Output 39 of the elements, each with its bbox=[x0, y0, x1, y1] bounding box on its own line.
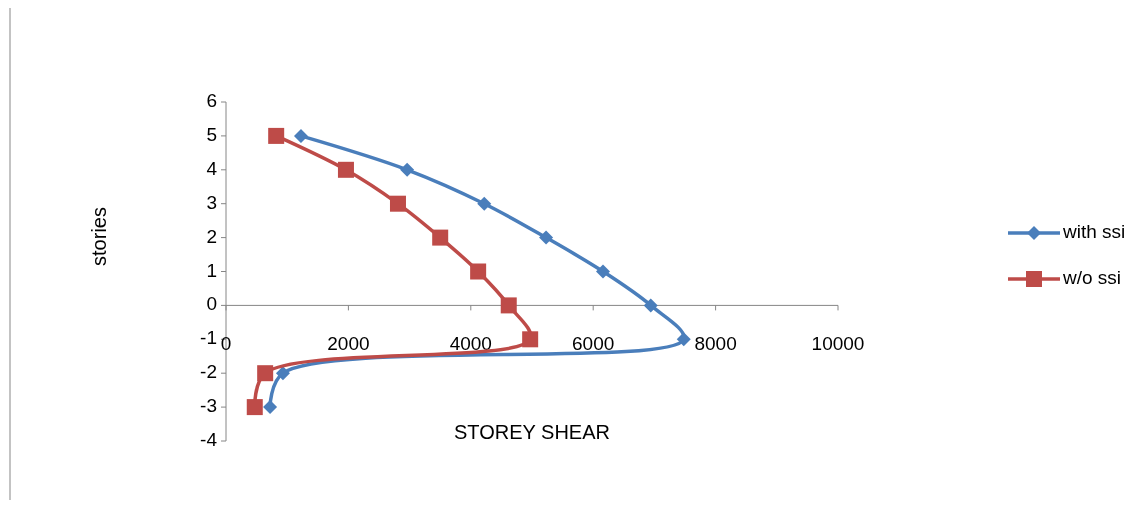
point bbox=[337, 161, 354, 178]
point bbox=[400, 162, 415, 177]
x-tick-label: 4000 bbox=[449, 333, 492, 355]
point bbox=[539, 230, 554, 245]
point bbox=[477, 196, 492, 211]
x-tick-label: 8000 bbox=[694, 333, 737, 355]
y-tick-label: -1 bbox=[200, 327, 217, 349]
x-tick-label: 0 bbox=[220, 333, 232, 355]
point bbox=[389, 195, 406, 212]
x-tick-label: 6000 bbox=[572, 333, 615, 355]
y-tick-label: 0 bbox=[206, 293, 217, 315]
y-tick-label: 2 bbox=[206, 225, 217, 247]
point bbox=[268, 127, 285, 144]
y-tick-label: -2 bbox=[200, 361, 217, 383]
point bbox=[293, 128, 308, 143]
point bbox=[275, 366, 290, 381]
y-tick-label: 1 bbox=[206, 259, 217, 281]
point bbox=[522, 331, 539, 348]
point bbox=[470, 263, 487, 280]
point bbox=[246, 399, 263, 416]
point bbox=[643, 298, 658, 313]
legend-label: w/o ssi bbox=[1062, 267, 1122, 289]
point bbox=[257, 365, 274, 382]
point bbox=[432, 229, 449, 246]
legend-label: with ssi bbox=[1062, 221, 1126, 243]
y-tick-label: 6 bbox=[206, 90, 217, 112]
x-tick-label: 10000 bbox=[811, 333, 865, 355]
y-tick-label: 4 bbox=[206, 157, 218, 179]
point bbox=[595, 264, 610, 279]
y-axis-title: stories bbox=[88, 207, 110, 266]
y-tick-label: 5 bbox=[206, 123, 217, 145]
x-tick-label: 2000 bbox=[327, 333, 370, 355]
point bbox=[676, 332, 691, 347]
point bbox=[500, 297, 517, 314]
x-axis-title: STOREY SHEAR bbox=[454, 421, 610, 443]
point bbox=[263, 400, 278, 415]
y-tick-label: -3 bbox=[200, 395, 217, 417]
y-tick-label: 3 bbox=[206, 191, 217, 213]
y-tick-label: -4 bbox=[200, 429, 218, 451]
